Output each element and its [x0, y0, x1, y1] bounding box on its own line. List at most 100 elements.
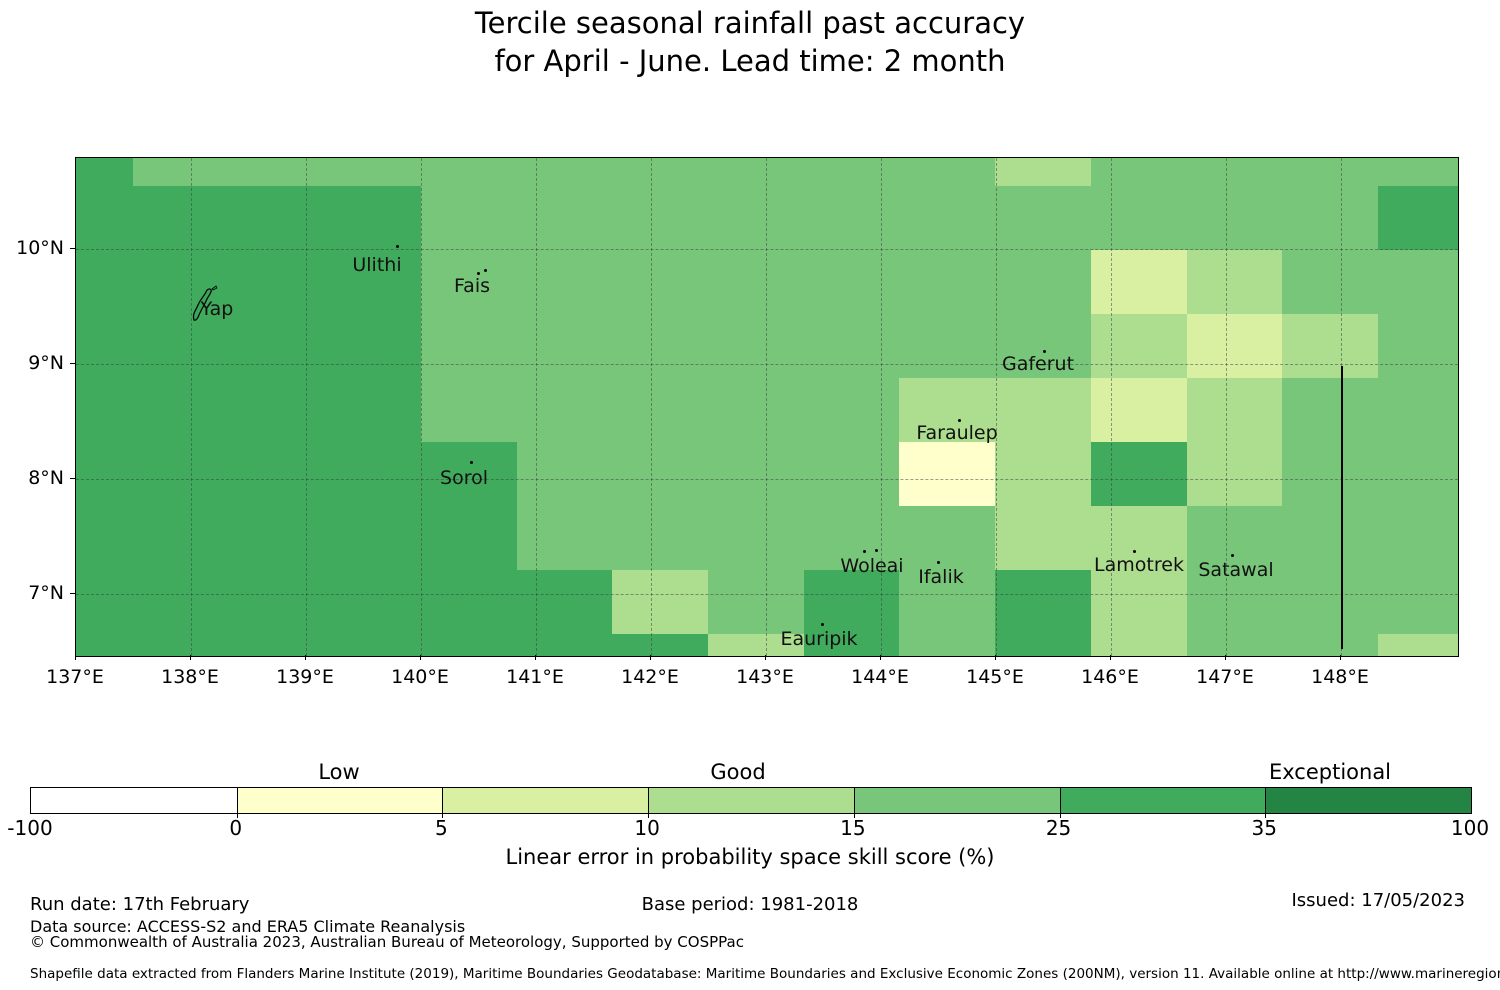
heatmap-cell [229, 570, 325, 634]
heatmap-cell [325, 378, 421, 442]
colorbar-boundary-tick [236, 787, 238, 818]
heatmap-cell [1282, 506, 1378, 570]
colorbar-category-label: Exceptional [1268, 760, 1392, 784]
heatmap-cell [995, 442, 1091, 506]
heatmap-cell [1187, 314, 1282, 378]
longitude-gridline [536, 158, 537, 656]
island-marker-dot [470, 461, 473, 464]
heatmap-cell [612, 634, 708, 656]
heatmap-cell [133, 158, 229, 186]
latitude-gridline [76, 249, 1458, 250]
heatmap-cell [708, 186, 804, 250]
colorbar-segment [236, 788, 443, 813]
latitude-gridline [76, 364, 1458, 365]
heatmap-cell [1187, 378, 1282, 442]
x-axis-tick-label: 139°E [276, 666, 334, 688]
heatmap-cell [325, 634, 421, 656]
heatmap-cell [325, 442, 421, 506]
heatmap-cell [1378, 442, 1458, 506]
island-label-sorol: Sorol [440, 467, 488, 489]
x-axis-tick [995, 655, 996, 660]
heatmap-cell [899, 186, 995, 250]
heatmap-cell [995, 314, 1091, 378]
heatmap-cell [804, 634, 899, 656]
heatmap-cell [708, 250, 804, 314]
heatmap-cell [1282, 158, 1378, 186]
heatmap-cell [995, 186, 1091, 250]
heatmap-cell [995, 634, 1091, 656]
heatmap-cell [708, 314, 804, 378]
heatmap-cell [76, 442, 133, 506]
heatmap-cell [612, 570, 708, 634]
heatmap-cell [612, 442, 708, 506]
y-axis-tick [70, 593, 75, 594]
heatmap-cell [1378, 250, 1458, 314]
heatmap-cell [76, 250, 133, 314]
heatmap-cell [899, 634, 995, 656]
heatmap-cell [708, 442, 804, 506]
island-marker-dot [477, 272, 480, 275]
x-axis-tick [305, 655, 306, 660]
issued-text: Issued: 17/05/2023 [1291, 890, 1465, 911]
yap-island-shape [192, 285, 218, 321]
heatmap-cell [325, 250, 421, 314]
island-marker-dot [396, 245, 399, 248]
heatmap-cell [612, 378, 708, 442]
chart-title-line1: Tercile seasonal rainfall past accuracy [474, 6, 1026, 40]
heatmap-cell [708, 570, 804, 634]
colorbar-tick-label: 25 [1045, 816, 1072, 840]
island-label-eauripik: Eauripik [780, 628, 858, 650]
heatmap-cell [325, 506, 421, 570]
heatmap-cell [76, 314, 133, 378]
chart-title: Tercile seasonal rainfall past accuracy … [0, 4, 1500, 80]
heatmap-cell [517, 442, 612, 506]
heatmap-cell [325, 314, 421, 378]
heatmap-cell [517, 506, 612, 570]
island-marker-dot [875, 549, 878, 552]
island-marker-dot [1231, 554, 1234, 557]
colorbar-tick-label: 0 [229, 816, 243, 840]
heatmap-cell [133, 186, 229, 250]
heatmap-cell [1378, 186, 1458, 250]
heatmap-cell [133, 378, 229, 442]
heatmap-cell [76, 506, 133, 570]
heatmap-cell [421, 570, 517, 634]
heatmap-cell [612, 250, 708, 314]
island-marker-dot [958, 419, 961, 422]
heatmap-cell [1282, 250, 1378, 314]
heatmap-cell [899, 378, 995, 442]
latitude-gridline [76, 594, 1458, 595]
heatmap-cell [1282, 314, 1378, 378]
heatmap-cell [1282, 442, 1378, 506]
x-axis-tick [535, 655, 536, 660]
heatmap-cell [1187, 186, 1282, 250]
x-axis-tick [190, 655, 191, 660]
heatmap-cell [1187, 506, 1282, 570]
heatmap-cell [612, 314, 708, 378]
heatmap-cell [325, 570, 421, 634]
heatmap-cell [1378, 570, 1458, 634]
map-plot-area: Yap Ulithi Fais Sorol Gaferut Faraulep Woleai I… [75, 157, 1459, 657]
island-label-ifalik: Ifalik [918, 566, 964, 588]
heatmap-cell [76, 378, 133, 442]
heatmap-cell [229, 506, 325, 570]
x-axis-tick [880, 655, 881, 660]
heatmap-cell [612, 158, 708, 186]
x-axis-tick [420, 655, 421, 660]
heatmap-cell [1187, 634, 1282, 656]
heatmap-cell [612, 506, 708, 570]
heatmap-cell [995, 570, 1091, 634]
heatmap-cell [133, 506, 229, 570]
island-marker-dot [1133, 550, 1136, 553]
heatmap-cell [229, 442, 325, 506]
x-axis-tick-label: 141°E [506, 666, 564, 688]
colorbar-tick-label: 15 [840, 816, 866, 840]
heatmap-cell [76, 570, 133, 634]
heatmap-cell [804, 186, 899, 250]
island-marker-dot [937, 561, 940, 564]
heatmap-cell [1378, 634, 1458, 656]
heatmap-cell [1282, 186, 1378, 250]
longitude-gridline [306, 158, 307, 656]
heatmap-cell [1091, 250, 1187, 314]
